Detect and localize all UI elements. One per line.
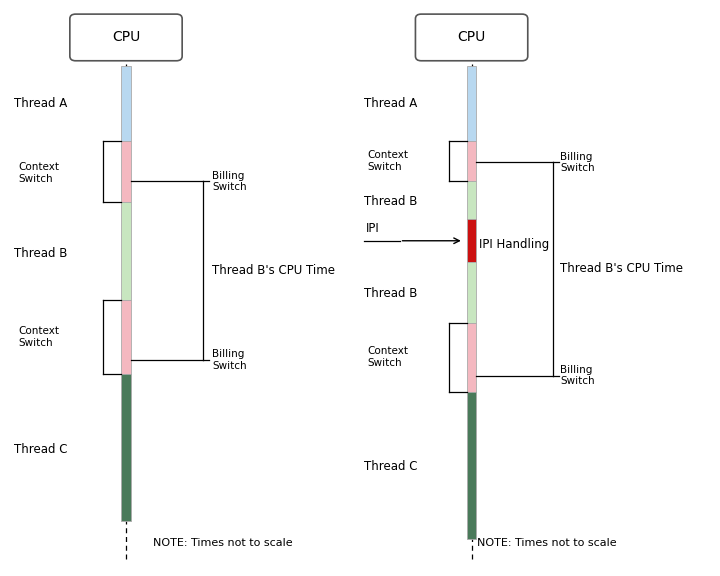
Text: Thread B: Thread B [364,287,417,300]
FancyBboxPatch shape [70,14,182,60]
Text: NOTE: Times not to scale: NOTE: Times not to scale [153,537,293,548]
Text: Context
Switch: Context Switch [367,346,408,368]
Bar [467,66,477,141]
Text: Thread A: Thread A [14,97,68,110]
Text: Thread C: Thread C [364,460,417,473]
Bar [467,181,477,219]
FancyBboxPatch shape [415,14,528,60]
Text: Billing
Switch: Billing Switch [560,365,595,386]
Text: IPI Handling: IPI Handling [479,238,549,251]
Text: CPU: CPU [457,31,486,44]
Text: Thread B: Thread B [364,195,417,208]
Text: Thread C: Thread C [14,443,68,456]
Bar [467,219,477,262]
Text: Context
Switch: Context Switch [18,162,59,184]
Text: Thread B's CPU Time: Thread B's CPU Time [212,264,336,277]
Bar [121,374,131,521]
Bar [467,323,477,392]
Text: Billing
Switch: Billing Switch [212,170,247,192]
Text: CPU: CPU [112,31,140,44]
Bar [467,392,477,539]
Text: IPI: IPI [366,222,379,235]
Text: Thread B's CPU Time: Thread B's CPU Time [560,263,683,275]
Text: Billing
Switch: Billing Switch [560,151,595,173]
Text: Thread B: Thread B [14,247,68,260]
Bar [121,202,131,300]
Bar [121,141,131,202]
Bar [467,262,477,323]
Text: Thread A: Thread A [364,97,417,110]
Bar [121,66,131,141]
Bar [121,300,131,374]
Bar [467,141,477,181]
Text: Billing
Switch: Billing Switch [212,349,247,371]
Text: Context
Switch: Context Switch [367,150,408,172]
Text: Context
Switch: Context Switch [18,326,59,348]
Text: NOTE: Times not to scale: NOTE: Times not to scale [477,537,617,548]
